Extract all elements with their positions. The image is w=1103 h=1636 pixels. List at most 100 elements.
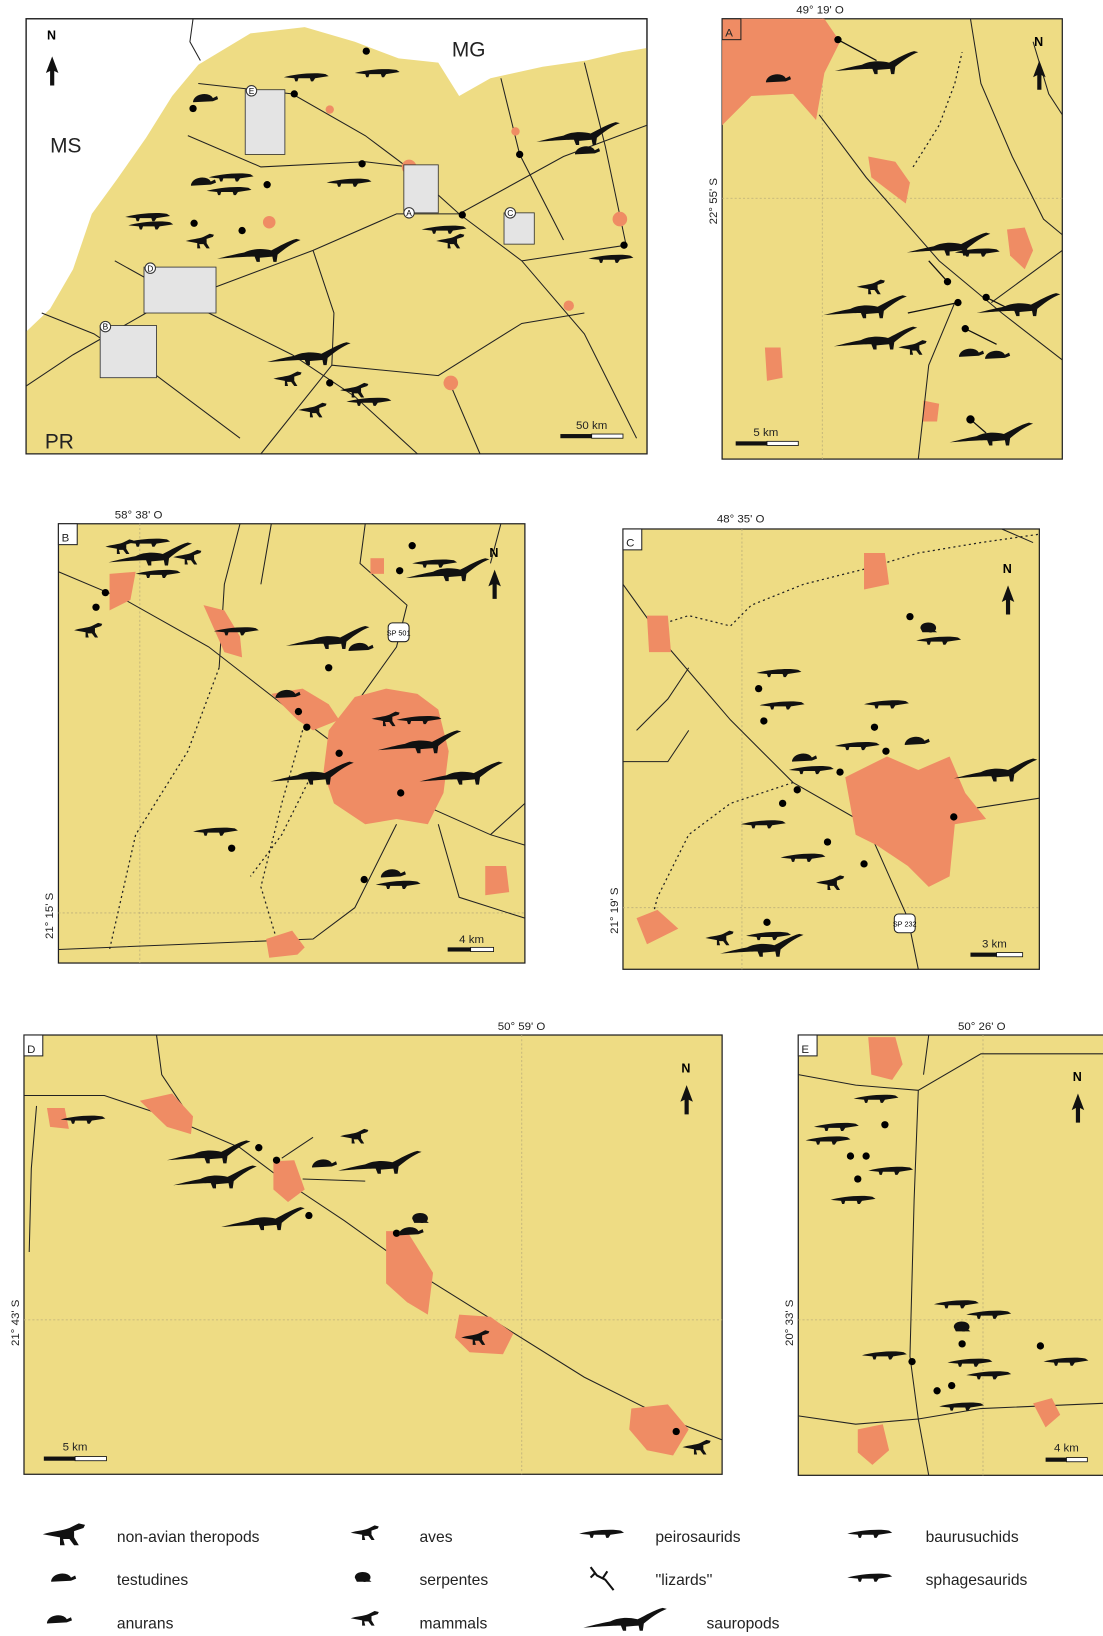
- fossil-icon: [43, 1523, 85, 1545]
- locality-marker: [326, 379, 333, 386]
- map-feature: [24, 1035, 722, 1474]
- main-map: E A C D B MS MG PR N 50 km: [26, 19, 647, 454]
- region-label: MS: [50, 134, 81, 157]
- locality-marker: [516, 151, 523, 158]
- scale-label: 3 km: [982, 938, 1007, 950]
- map-feature: [485, 866, 509, 895]
- locality-marker: [363, 47, 370, 54]
- locality-marker: [763, 919, 770, 926]
- longitude: 50° 59' O: [498, 1021, 546, 1033]
- north-label: N: [681, 1062, 690, 1076]
- locality-marker: [361, 876, 368, 883]
- map-feature: [245, 90, 285, 155]
- locality-marker: [950, 813, 957, 820]
- locality-marker: [908, 1358, 915, 1365]
- map-feature: [448, 947, 471, 951]
- latitude: 21° 43' S: [10, 1299, 22, 1346]
- road-label: SP 501: [387, 628, 411, 637]
- locality-marker: [228, 845, 235, 852]
- latitude: 20° 33' S: [784, 1299, 796, 1346]
- map-feature: B: [103, 322, 109, 332]
- locality-marker: [303, 724, 310, 731]
- legend-label: testudines: [117, 1572, 188, 1589]
- locality-marker: [335, 750, 342, 757]
- locality-marker: [273, 1157, 280, 1164]
- map-feature: [997, 953, 1023, 957]
- fossil-icon: [51, 1574, 76, 1582]
- locality-marker: [958, 1340, 965, 1347]
- map-feature: [922, 401, 939, 422]
- locality-marker: [966, 415, 974, 423]
- scale-label: 50 km: [576, 420, 607, 432]
- longitude: 49° 19' O: [796, 5, 844, 17]
- map-feature: [767, 441, 798, 445]
- map-feature: [100, 326, 156, 378]
- map-feature: [370, 558, 384, 574]
- map-feature: D: [147, 263, 153, 273]
- locality-marker: [263, 181, 270, 188]
- map-feature: [471, 947, 494, 951]
- latitude: 21° 19' S: [609, 887, 621, 934]
- fossil-icon: [351, 1525, 379, 1540]
- locality-marker: [295, 708, 302, 715]
- locality-marker: [906, 613, 913, 620]
- scale-label: 4 km: [459, 934, 484, 946]
- panel-letter: E: [801, 1044, 809, 1056]
- road-label: SP 232: [893, 920, 917, 929]
- locality-marker: [511, 127, 519, 135]
- fossil-icon: [351, 1611, 379, 1626]
- map-feature: [765, 347, 783, 380]
- locality-marker: [564, 300, 574, 310]
- scale-label: 5 km: [753, 427, 778, 439]
- locality-marker: [834, 36, 841, 43]
- panel-e: E 50° 26' O 20° 33' S N 4 km: [784, 1021, 1103, 1476]
- panel-b: B 58° 38' O 21° 15' S SP 501 N 4 km: [44, 510, 525, 963]
- locality-marker: [779, 800, 786, 807]
- legend-label: ''lizards'': [655, 1572, 712, 1589]
- locality-marker: [755, 685, 762, 692]
- map-feature: E: [249, 86, 255, 96]
- locality-marker: [396, 567, 403, 574]
- scale-label: 4 km: [1054, 1442, 1079, 1454]
- map-feature: [623, 529, 1039, 969]
- fossil-icon: [47, 1615, 72, 1623]
- legend-label: mammals: [419, 1616, 487, 1633]
- locality-marker: [954, 299, 961, 306]
- map-feature: [44, 1457, 75, 1461]
- map-feature: [736, 441, 767, 445]
- locality-marker: [854, 1175, 861, 1182]
- latitude: 21° 15' S: [44, 892, 56, 939]
- longitude: 58° 38' O: [115, 510, 163, 522]
- map-feature: [647, 616, 671, 653]
- locality-marker: [358, 160, 365, 167]
- region-label: MG: [452, 38, 486, 61]
- locality-marker: [291, 90, 298, 97]
- locality-marker: [255, 1144, 262, 1151]
- fossil-icon: [847, 1574, 892, 1582]
- north-label: N: [1034, 35, 1043, 49]
- locality-marker: [189, 105, 196, 112]
- map-feature: C: [507, 208, 513, 218]
- fossil-icon: [355, 1572, 372, 1582]
- north-label: N: [1073, 1070, 1082, 1084]
- locality-marker: [673, 1428, 680, 1435]
- map-feature: [75, 1457, 106, 1461]
- legend: non-avian theropods aves peirosaurids ba…: [43, 1523, 1028, 1632]
- legend-label: serpentes: [419, 1572, 488, 1589]
- locality-marker: [102, 589, 109, 596]
- map-feature: A: [406, 208, 412, 218]
- locality-marker: [190, 220, 197, 227]
- locality-marker: [836, 768, 843, 775]
- locality-marker: [263, 216, 276, 229]
- locality-marker: [238, 227, 245, 234]
- map-feature: [1046, 1458, 1067, 1462]
- panel-d: D 50° 59' O 21° 43' S N 5 km: [10, 1021, 722, 1474]
- region-label: PR: [45, 431, 74, 454]
- figure: E A C D B MS MG PR N 50 km A 49° 19' O 2…: [0, 0, 1103, 1636]
- locality-marker: [881, 1121, 888, 1128]
- locality-marker: [613, 212, 628, 227]
- locality-marker: [860, 860, 867, 867]
- map-feature: [592, 434, 623, 438]
- latitude: 22° 55' S: [708, 178, 720, 225]
- legend-label: sphagesaurids: [926, 1572, 1028, 1589]
